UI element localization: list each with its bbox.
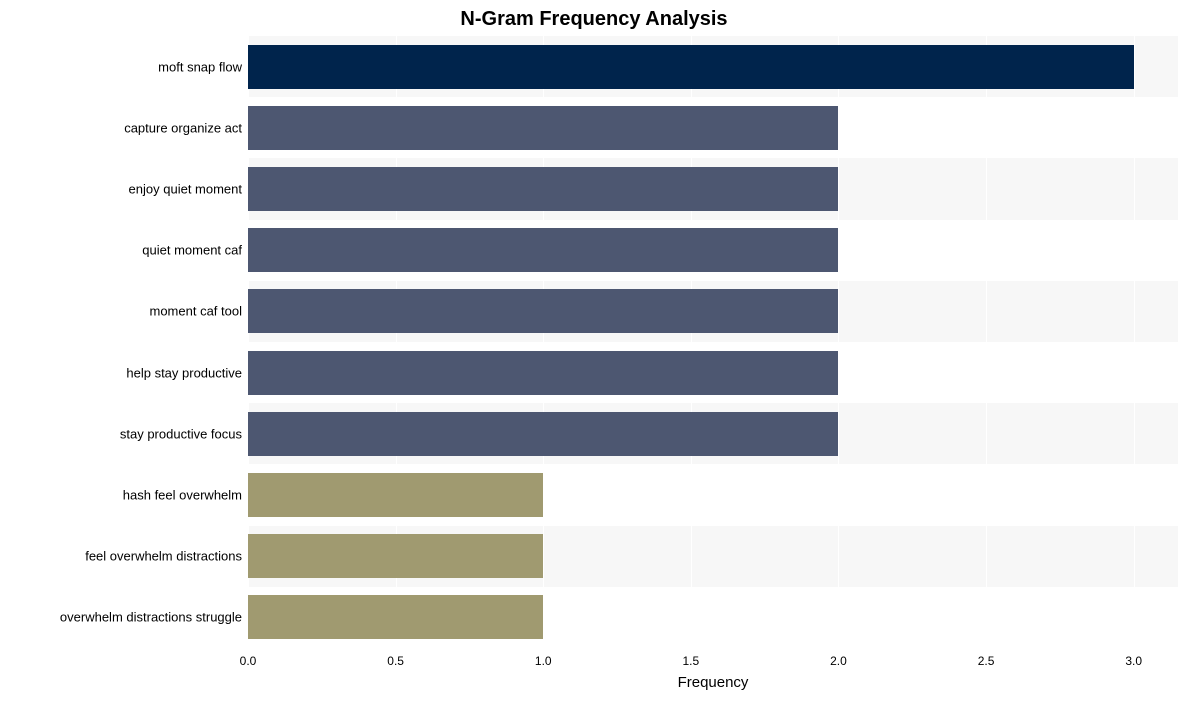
x-tick-label: 2.5 (978, 654, 995, 668)
y-tick-label: overwhelm distractions struggle (0, 610, 242, 625)
x-tick-label: 3.0 (1125, 654, 1142, 668)
gridline (1134, 36, 1135, 648)
bar (248, 473, 543, 517)
y-tick-label: hash feel overwhelm (0, 488, 242, 503)
bar (248, 289, 838, 333)
x-tick-label: 0.5 (387, 654, 404, 668)
bar (248, 534, 543, 578)
y-tick-label: enjoy quiet moment (0, 182, 242, 197)
y-tick-label: help stay productive (0, 365, 242, 380)
gridline (986, 36, 987, 648)
bar (248, 45, 1134, 89)
ngram-chart: N-Gram Frequency Analysis moft snap flow… (0, 0, 1188, 701)
bar (248, 412, 838, 456)
x-tick-label: 1.0 (535, 654, 552, 668)
bar (248, 106, 838, 150)
y-tick-label: feel overwhelm distractions (0, 549, 242, 564)
bar (248, 167, 838, 211)
gridline (838, 36, 839, 648)
bar (248, 351, 838, 395)
y-tick-label: moft snap flow (0, 59, 242, 74)
x-axis-label: Frequency (248, 674, 1178, 691)
y-tick-label: quiet moment caf (0, 243, 242, 258)
x-tick-label: 2.0 (830, 654, 847, 668)
chart-title: N-Gram Frequency Analysis (0, 8, 1188, 31)
bar (248, 595, 543, 639)
bar (248, 228, 838, 272)
plot-area (248, 36, 1178, 648)
y-tick-label: capture organize act (0, 120, 242, 135)
x-tick-label: 0.0 (240, 654, 257, 668)
x-tick-label: 1.5 (683, 654, 700, 668)
y-tick-label: stay productive focus (0, 426, 242, 441)
y-tick-label: moment caf tool (0, 304, 242, 319)
